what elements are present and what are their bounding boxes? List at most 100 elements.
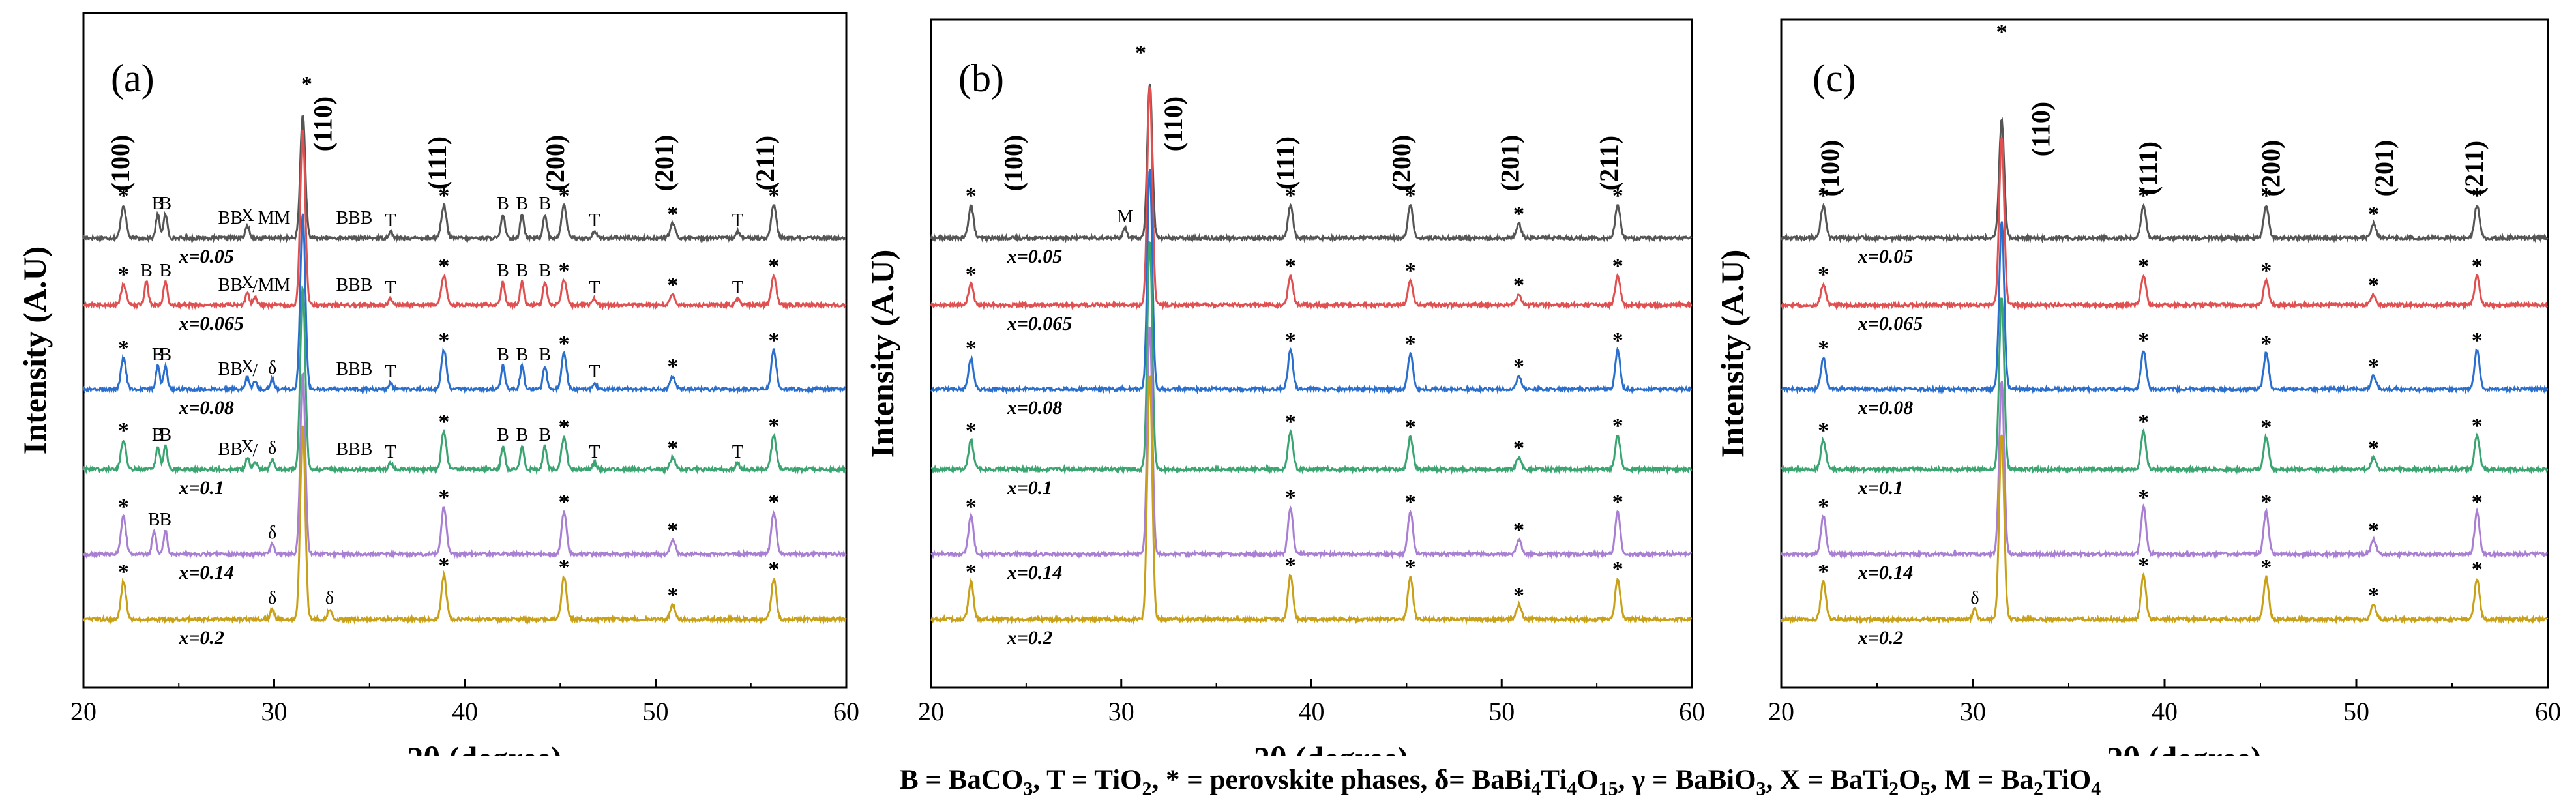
xrd-trace (82, 425, 847, 625)
miller-index-label: (200) (1387, 135, 1416, 192)
xrd-trace (1781, 221, 2549, 395)
perovskite-marker: * (1996, 20, 2007, 44)
perovskite-marker: * (966, 419, 977, 443)
perovskite-marker: * (1818, 495, 1829, 519)
x-tick-label: 20 (1768, 697, 1794, 726)
miller-index-label: (100) (1815, 140, 1844, 197)
x-tick-label: 40 (2152, 697, 2178, 726)
phase-annotation: T (589, 362, 600, 382)
phase-annotation: δ (268, 358, 276, 378)
perovskite-marker: * (438, 410, 449, 434)
perovskite-marker: * (118, 336, 129, 360)
x-tick-label: 20 (70, 697, 96, 726)
perovskite-marker: * (1285, 410, 1296, 434)
x-tick-label: 60 (2535, 697, 2561, 726)
phase-annotation: B (539, 425, 552, 445)
x-tick-label: 60 (833, 697, 859, 726)
xrd-panel-3: 20 30 40 50 60 2θ (degree) Intensity (A.U) (c) x… (1714, 18, 2561, 756)
perovskite-marker: * (768, 184, 779, 208)
miller-index-label: (211) (750, 136, 780, 190)
miller-index-label: (110) (1159, 96, 1188, 151)
series-label: x=0.065 (1007, 313, 1073, 334)
miller-index-label: (111) (1271, 136, 1300, 190)
phase-annotation: T (589, 278, 600, 298)
plot-frame (1780, 18, 2549, 689)
phase-annotation: B (539, 345, 552, 365)
x-tick-label: 30 (1960, 697, 1986, 726)
phase-annotation: B (497, 425, 509, 445)
perovskite-marker: * (2368, 273, 2379, 297)
perovskite-marker: * (118, 419, 129, 443)
perovskite-marker: * (2472, 557, 2483, 581)
perovskite-marker: * (438, 184, 449, 208)
perovskite-marker: * (1513, 583, 1524, 608)
phase-annotation: BB (218, 439, 243, 460)
xrd-trace (930, 169, 1693, 395)
phase-annotation: B (152, 194, 164, 214)
xrd-trace (930, 326, 1693, 560)
phase-annotation: T (732, 278, 743, 298)
x-tick-label: 30 (261, 697, 288, 726)
perovskite-marker: * (1285, 553, 1296, 578)
perovskite-marker: * (966, 560, 977, 584)
miller-index-label: (110) (2026, 102, 2056, 156)
perovskite-marker: * (667, 436, 678, 460)
miller-index-label: (111) (2133, 141, 2163, 195)
x-tick-label: 40 (452, 697, 478, 726)
perovskite-marker: * (2472, 254, 2483, 278)
perovskite-marker: * (1405, 555, 1416, 580)
phase-annotation: B (497, 194, 509, 214)
perovskite-marker: * (2260, 184, 2272, 208)
miller-index-label: (111) (422, 136, 452, 190)
perovskite-marker: * (1612, 490, 1623, 514)
perovskite-marker: * (1405, 415, 1416, 439)
miller-index-label: (200) (2256, 140, 2285, 197)
perovskite-marker: * (966, 263, 977, 287)
phase-annotation: T (385, 442, 396, 462)
series-label: x=0.05 (1858, 246, 1914, 267)
phase-annotation: / (252, 441, 258, 461)
series-label: x=0.2 (1007, 627, 1053, 649)
series-label: x=0.1 (1007, 477, 1053, 499)
phase-annotation: B (159, 194, 171, 214)
xrd-trace (930, 83, 1693, 243)
series-label: x=0.08 (1007, 397, 1063, 419)
xrd-trace (930, 85, 1693, 311)
series-label: x=0.08 (178, 397, 234, 419)
phase-annotation: BBB (336, 208, 372, 228)
perovskite-marker: * (1513, 436, 1524, 460)
phase-annotation: B (152, 345, 164, 365)
perovskite-marker: * (2472, 184, 2483, 208)
perovskite-marker: * (2138, 184, 2149, 208)
xrd-trace (1780, 434, 2549, 625)
perovskite-marker: * (559, 555, 570, 580)
perovskite-marker: * (667, 518, 678, 542)
perovskite-marker: * (2260, 415, 2272, 439)
series-label: x=0.08 (1858, 397, 1914, 419)
phase-annotation: B (539, 261, 552, 281)
perovskite-marker: * (559, 184, 570, 208)
perovskite-marker: * (118, 184, 129, 208)
phase-annotation: δ (325, 588, 334, 608)
perovskite-marker: * (667, 583, 678, 608)
y-axis-title: Intensity (A.U) (1714, 250, 1751, 458)
phase-annotation: δ (268, 588, 276, 608)
perovskite-marker: * (2368, 436, 2379, 460)
perovskite-marker: * (2138, 329, 2149, 353)
perovskite-marker: * (301, 72, 312, 96)
y-axis-title: Intensity (A.U) (864, 250, 900, 458)
perovskite-marker: * (438, 486, 449, 510)
miller-index-label: (211) (2459, 141, 2489, 196)
x-tick-label: 40 (1299, 697, 1325, 726)
perovskite-marker: * (2260, 259, 2272, 283)
miller-index-label: (200) (540, 135, 570, 192)
miller-index-label: (100) (106, 135, 135, 192)
phase-annotation: B (497, 261, 509, 281)
perovskite-marker: * (2472, 329, 2483, 353)
series-label: x=0.14 (1007, 562, 1063, 583)
xrd-trace (82, 213, 846, 395)
perovskite-marker: * (966, 184, 977, 208)
perovskite-marker: * (1513, 202, 1524, 226)
xrd-trace (1780, 117, 2549, 244)
perovskite-marker: * (559, 332, 570, 356)
